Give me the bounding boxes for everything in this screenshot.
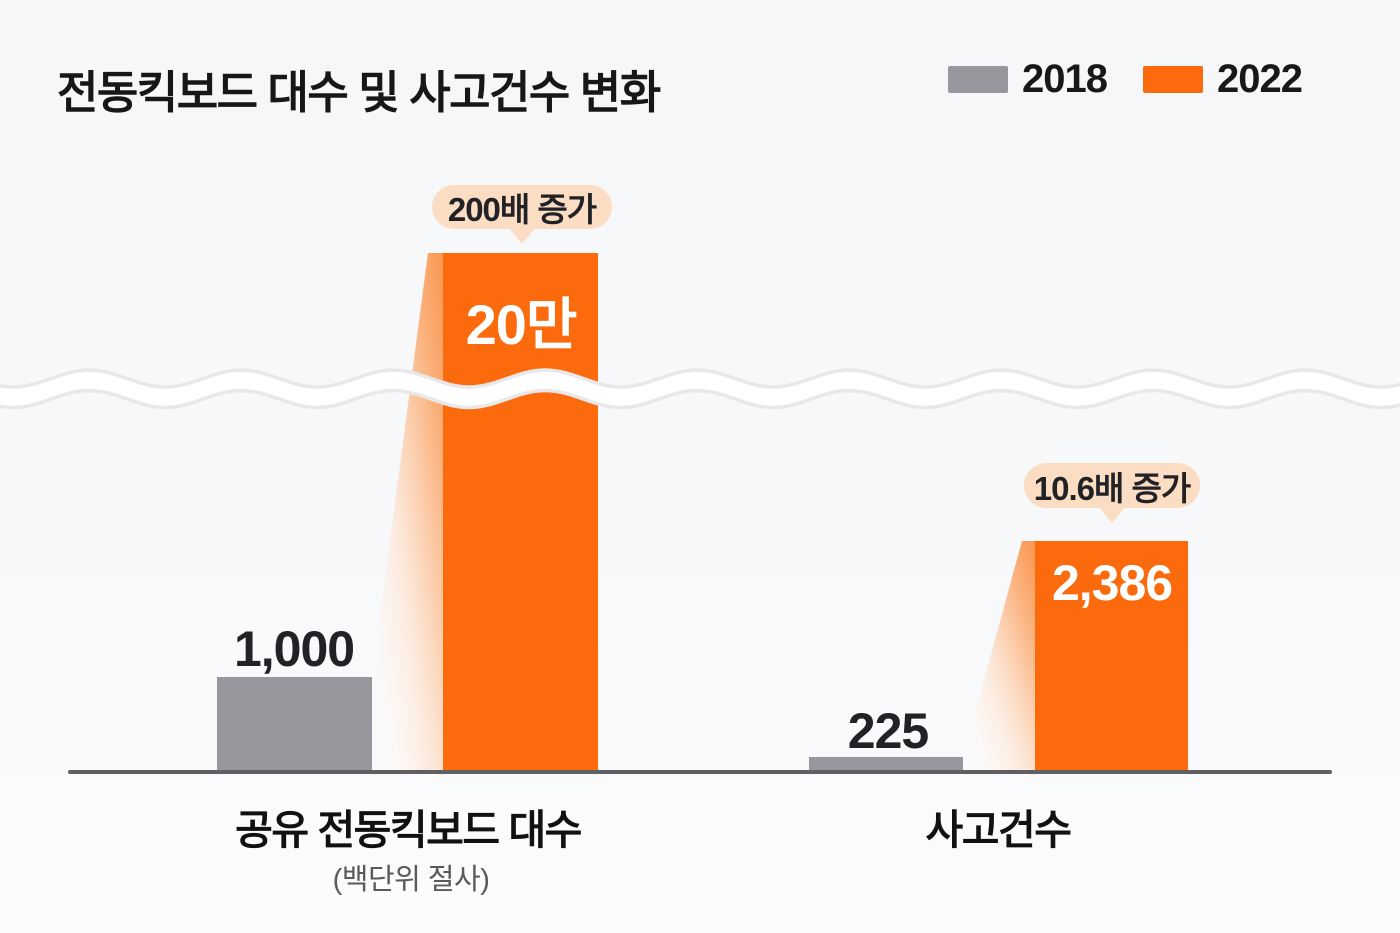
bar-2022-kickboards: [443, 253, 598, 771]
bar-2018-kickboards: [217, 677, 372, 771]
chart-title: 전동킥보드 대수 및 사고건수 변화: [57, 67, 661, 118]
growth-wedge-accidents: [963, 541, 1035, 771]
growth-wedge-kickboards: [372, 253, 443, 771]
callout-10-6x-increase: 10.6배 증가: [1024, 463, 1200, 508]
value-label-2018-kickboards: 1,000: [233, 621, 355, 677]
legend-label-2022: 2022: [1216, 57, 1303, 101]
value-label-2022-accidents: 2,386: [1051, 555, 1173, 611]
category-note-kickboards: (백단위 절사): [332, 864, 490, 896]
callout-200x-increase: 200배 증가: [432, 185, 612, 229]
legend-item-2018: 2018: [948, 57, 1108, 102]
value-label-2018-accidents: 225: [847, 703, 929, 759]
legend: 2018 2022: [948, 57, 1303, 102]
value-label-2022-kickboards: 20만: [465, 293, 578, 356]
axis-break-ribbon: [0, 370, 1400, 408]
axis-break-line-bottom: [0, 388, 1400, 410]
legend-item-2022: 2022: [1142, 57, 1303, 102]
category-label-accidents: 사고건수: [925, 807, 1072, 853]
legend-swatch-2022: [1142, 66, 1203, 93]
x-axis-baseline: [68, 770, 1332, 774]
legend-swatch-2018: [948, 66, 1008, 93]
bar-2022-accidents: [1035, 541, 1188, 771]
axis-break-line-top: [0, 368, 1400, 389]
bar-2018-accidents: [809, 757, 963, 771]
category-label-kickboards: 공유 전동킥보드 대수: [235, 807, 582, 853]
legend-label-2018: 2018: [1022, 57, 1108, 101]
